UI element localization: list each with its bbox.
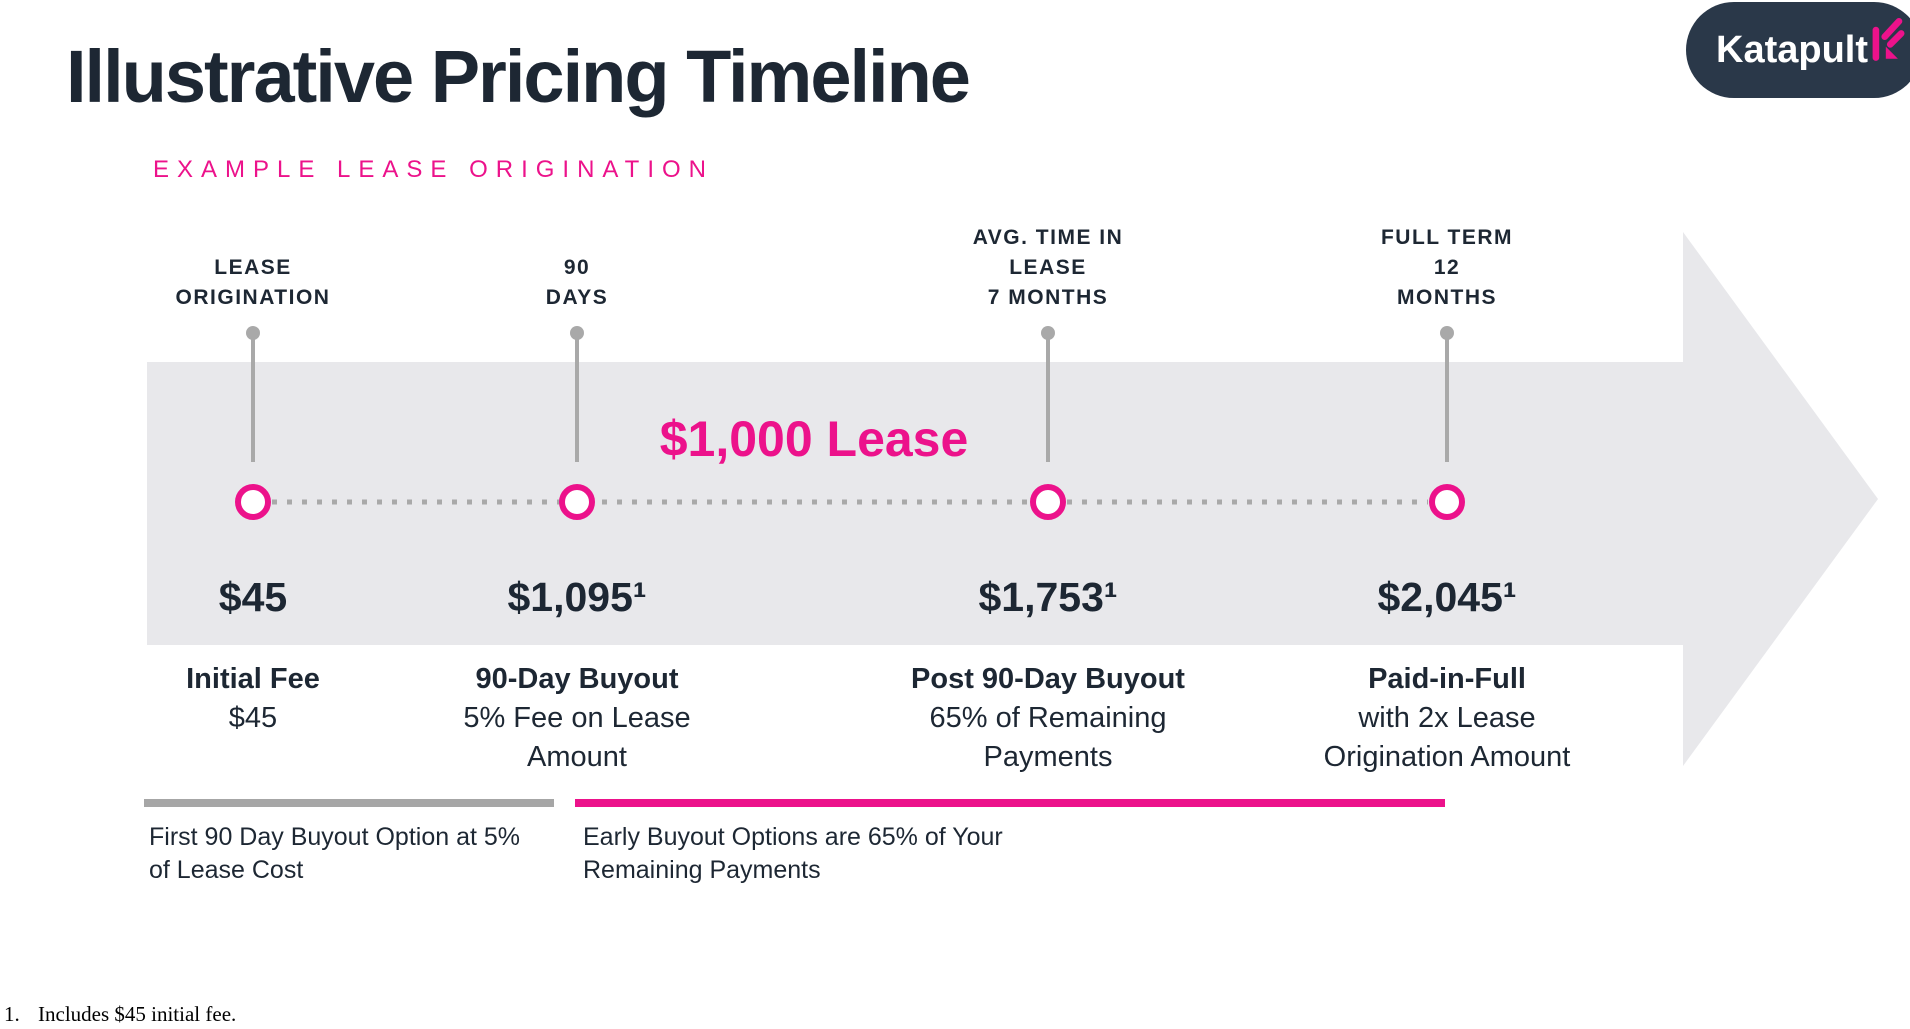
- milestone-marker-icon: [1030, 484, 1066, 520]
- description-line: 5% Fee on Lease: [463, 702, 691, 734]
- katapult-logo: Katapult: [1686, 2, 1910, 98]
- description-title: Paid-in-Full: [1368, 663, 1526, 695]
- milestone-markers: [235, 484, 1465, 520]
- milestone-price: $1,753¹: [978, 574, 1118, 620]
- label-line: 7 MONTHS: [987, 286, 1109, 309]
- lease-amount-label: $1,000 Lease: [659, 411, 969, 467]
- milestone-marker-icon: [1429, 484, 1465, 520]
- milestone-marker-icon: [235, 484, 271, 520]
- annotation-line: Remaining Payments: [583, 856, 821, 884]
- milestone-stem-dots: [246, 326, 1454, 340]
- label-line: 90: [563, 256, 591, 279]
- milestone-description: Paid-in-Full with 2x Lease Origination A…: [1287, 660, 1607, 777]
- description-line: Payments: [983, 741, 1113, 773]
- label-line: 12: [1433, 256, 1461, 279]
- milestone-stems: [251, 333, 1449, 462]
- milestone-top-label-lease-origination: LEASE ORIGINATION: [176, 253, 331, 313]
- label-line: FULL TERM: [1380, 226, 1514, 249]
- stem-dot-icon: [570, 326, 584, 340]
- label-line: LEASE: [214, 256, 292, 279]
- description-line: with 2x Lease: [1358, 702, 1536, 734]
- description-line: $45: [228, 702, 278, 734]
- label-line: MONTHS: [1396, 286, 1497, 309]
- milestone-price: $1,095¹: [507, 574, 647, 620]
- annotation-line: of Lease Cost: [149, 856, 304, 884]
- milestone-top-label-full-term: FULL TERM 12 MONTHS: [1381, 223, 1513, 313]
- description-title: 90-Day Buyout: [475, 663, 679, 695]
- description-title: Post 90-Day Buyout: [911, 663, 1185, 695]
- annotation-early-buyout: Early Buyout Options are 65% of Your Rem…: [583, 821, 1003, 887]
- stem-dot-icon: [246, 326, 260, 340]
- description-line: 65% of Remaining: [929, 702, 1167, 734]
- footnote-text: Includes $45 initial fee.: [38, 1002, 237, 1026]
- annotation-first-90-day: First 90 Day Buyout Option at 5% of Leas…: [149, 821, 520, 887]
- milestone-top-label-90-days: 90 DAYS: [546, 253, 608, 313]
- label-line: DAYS: [545, 286, 609, 309]
- annotation-line: Early Buyout Options are 65% of Your: [583, 823, 1003, 851]
- description-line: Origination Amount: [1323, 741, 1571, 773]
- milestone-price: $2,045¹: [1377, 574, 1517, 620]
- label-line: LEASE: [1009, 256, 1087, 279]
- milestone-description: 90-Day Buyout 5% Fee on Lease Amount: [417, 660, 737, 777]
- description-title: Initial Fee: [186, 663, 320, 695]
- milestone-price: $45: [218, 574, 288, 620]
- description-line: Amount: [527, 741, 627, 773]
- milestone-top-label-avg-time: AVG. TIME IN LEASE 7 MONTHS: [973, 223, 1124, 313]
- annotation-line: First 90 Day Buyout Option at 5%: [149, 823, 521, 851]
- katapult-k-arrow-icon: [1872, 18, 1905, 61]
- stem-dot-icon: [1440, 326, 1454, 340]
- page-title: Illustrative Pricing Timeline: [66, 35, 971, 118]
- stem-dot-icon: [1041, 326, 1055, 340]
- label-line: ORIGINATION: [175, 286, 331, 309]
- milestone-marker-icon: [559, 484, 595, 520]
- milestone-description: Post 90-Day Buyout 65% of Remaining Paym…: [888, 660, 1208, 777]
- katapult-logo-text: Katapult: [1716, 28, 1868, 71]
- footnote: 1. Includes $45 initial fee.: [4, 1002, 236, 1027]
- page-subtitle: EXAMPLE LEASE ORIGINATION: [153, 156, 714, 183]
- first-90-day-range-bar: [144, 799, 554, 807]
- footnote-marker: 1.: [4, 1002, 20, 1026]
- milestone-description: Initial Fee $45: [93, 660, 413, 738]
- label-line: AVG. TIME IN: [972, 226, 1124, 249]
- early-buyout-range-bar: [575, 799, 1445, 807]
